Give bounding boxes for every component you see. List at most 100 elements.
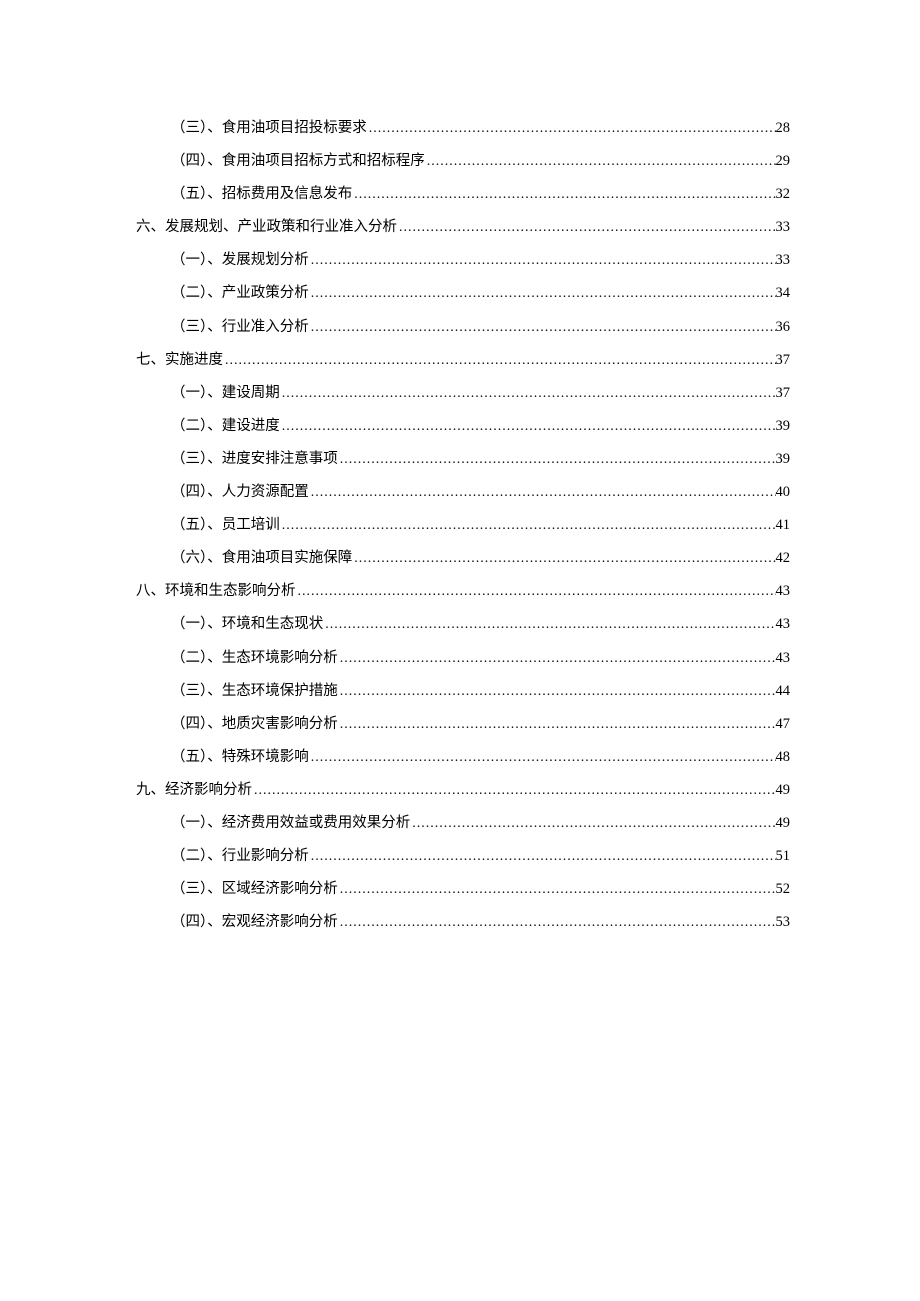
toc-entry-label: （一）、经济费用效益或费用效果分析 [171, 813, 410, 833]
toc-leader-dots [309, 317, 776, 338]
toc-entry-label: （二）、生态环境影响分析 [171, 648, 338, 668]
toc-entry-label: （三）、区域经济影响分析 [171, 879, 338, 899]
toc-entry-page: 28 [776, 118, 791, 138]
toc-entry-label: （二）、行业影响分析 [171, 846, 309, 866]
toc-entry: （五）、特殊环境影响 48 [171, 747, 790, 768]
toc-entry-page: 34 [776, 283, 791, 303]
toc-leader-dots [323, 614, 775, 635]
toc-entry-label: 六、发展规划、产业政策和行业准入分析 [136, 217, 397, 237]
toc-leader-dots [309, 747, 776, 768]
toc-entry: （六）、食用油项目实施保障 42 [171, 548, 790, 569]
toc-entry-label: （一）、环境和生态现状 [171, 614, 323, 634]
table-of-contents: （三）、食用油项目招投标要求 28 （四）、食用油项目招标方式和招标程序 29 （五）、… [136, 118, 790, 933]
toc-entry: 七、实施进度 37 [136, 350, 790, 371]
toc-entry: （五）、员工培训 41 [171, 515, 790, 536]
toc-entry-label: （一）、建设周期 [171, 383, 280, 403]
toc-entry: 六、发展规划、产业政策和行业准入分析 33 [136, 217, 790, 238]
toc-entry-label: （五）、员工培训 [171, 515, 280, 535]
toc-entry-page: 44 [776, 681, 791, 701]
toc-entry: （一）、建设周期 37 [171, 383, 790, 404]
toc-entry-label: （六）、食用油项目实施保障 [171, 548, 352, 568]
toc-entry: （四）、地质灾害影响分析 47 [171, 714, 790, 735]
toc-entry: （四）、宏观经济影响分析 53 [171, 912, 790, 933]
toc-entry-page: 36 [776, 317, 791, 337]
toc-entry: （四）、人力资源配置 40 [171, 482, 790, 503]
toc-entry-label: （三）、进度安排注意事项 [171, 449, 338, 469]
toc-leader-dots [338, 879, 776, 900]
toc-entry-page: 47 [776, 714, 791, 734]
toc-entry: 八、环境和生态影响分析 43 [136, 581, 790, 602]
toc-entry-page: 32 [776, 184, 791, 204]
toc-entry-page: 43 [776, 648, 791, 668]
toc-entry: （一）、发展规划分析 33 [171, 250, 790, 271]
toc-entry-page: 43 [776, 614, 791, 634]
toc-leader-dots [367, 118, 776, 139]
toc-leader-dots [296, 581, 776, 602]
toc-entry-page: 39 [776, 416, 791, 436]
toc-entry-page: 52 [776, 879, 791, 899]
toc-leader-dots [280, 383, 776, 404]
toc-entry-page: 53 [776, 912, 791, 932]
toc-entry-page: 37 [776, 383, 791, 403]
toc-entry-label: 九、经济影响分析 [136, 780, 252, 800]
toc-entry-label: （二）、产业政策分析 [171, 283, 309, 303]
toc-entry-label: （四）、食用油项目招标方式和招标程序 [171, 151, 425, 171]
toc-entry-page: 51 [776, 846, 791, 866]
toc-entry-page: 43 [776, 581, 791, 601]
toc-leader-dots [338, 714, 776, 735]
toc-entry: （三）、进度安排注意事项 39 [171, 449, 790, 470]
toc-leader-dots [223, 350, 776, 371]
toc-entry-page: 29 [776, 151, 791, 171]
toc-entry-page: 37 [776, 350, 791, 370]
toc-entry-label: 八、环境和生态影响分析 [136, 581, 296, 601]
toc-entry-page: 49 [776, 813, 791, 833]
toc-leader-dots [338, 449, 776, 470]
toc-entry-page: 49 [776, 780, 791, 800]
toc-entry: （二）、产业政策分析 34 [171, 283, 790, 304]
toc-leader-dots [309, 482, 776, 503]
toc-entry-page: 33 [776, 250, 791, 270]
toc-entry-label: （一）、发展规划分析 [171, 250, 309, 270]
toc-entry: 九、经济影响分析 49 [136, 780, 790, 801]
toc-entry-label: （三）、行业准入分析 [171, 317, 309, 337]
toc-leader-dots [280, 515, 776, 536]
toc-entry-page: 33 [776, 217, 791, 237]
toc-leader-dots [309, 846, 776, 867]
toc-entry-label: （二）、建设进度 [171, 416, 280, 436]
toc-entry-label: （五）、特殊环境影响 [171, 747, 309, 767]
toc-leader-dots [338, 912, 776, 933]
toc-entry-page: 39 [776, 449, 791, 469]
toc-entry: （三）、区域经济影响分析 52 [171, 879, 790, 900]
toc-entry-page: 42 [776, 548, 791, 568]
toc-entry-label: （四）、宏观经济影响分析 [171, 912, 338, 932]
toc-leader-dots [338, 681, 776, 702]
toc-entry-page: 40 [776, 482, 791, 502]
toc-leader-dots [338, 648, 776, 669]
toc-leader-dots [410, 813, 775, 834]
toc-entry-label: （三）、生态环境保护措施 [171, 681, 338, 701]
toc-entry-label: （四）、人力资源配置 [171, 482, 309, 502]
toc-entry-label: （四）、地质灾害影响分析 [171, 714, 338, 734]
toc-entry: （三）、生态环境保护措施 44 [171, 681, 790, 702]
toc-leader-dots [252, 780, 776, 801]
toc-entry-label: （五）、招标费用及信息发布 [171, 184, 352, 204]
toc-entry: （五）、招标费用及信息发布 32 [171, 184, 790, 205]
toc-leader-dots [425, 151, 776, 172]
toc-entry: （一）、经济费用效益或费用效果分析 49 [171, 813, 790, 834]
toc-leader-dots [309, 250, 776, 271]
toc-entry: （二）、行业影响分析 51 [171, 846, 790, 867]
toc-entry: （一）、环境和生态现状 43 [171, 614, 790, 635]
toc-entry: （三）、食用油项目招投标要求 28 [171, 118, 790, 139]
toc-entry: （四）、食用油项目招标方式和招标程序 29 [171, 151, 790, 172]
toc-leader-dots [352, 548, 775, 569]
toc-entry-label: （三）、食用油项目招投标要求 [171, 118, 367, 138]
toc-entry-label: 七、实施进度 [136, 350, 223, 370]
toc-leader-dots [352, 184, 775, 205]
toc-leader-dots [309, 283, 776, 304]
toc-entry: （二）、建设进度 39 [171, 416, 790, 437]
toc-entry-page: 41 [776, 515, 791, 535]
toc-entry: （三）、行业准入分析 36 [171, 317, 790, 338]
toc-leader-dots [280, 416, 776, 437]
toc-entry-page: 48 [776, 747, 791, 767]
toc-entry: （二）、生态环境影响分析 43 [171, 648, 790, 669]
